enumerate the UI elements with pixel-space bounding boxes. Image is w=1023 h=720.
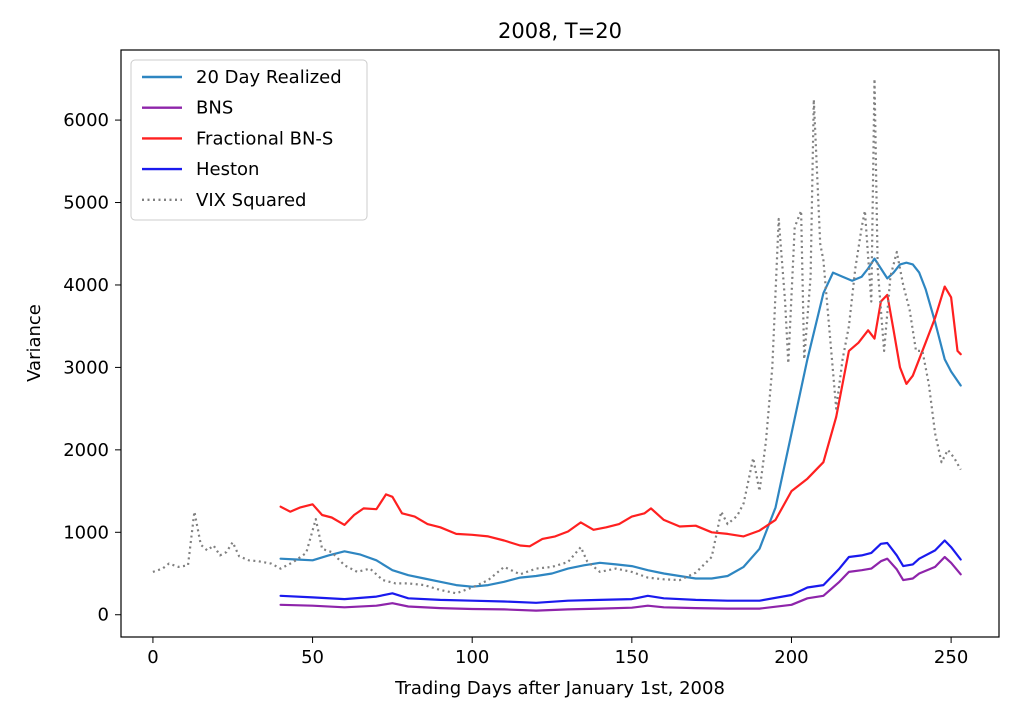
x-tick-label: 100 xyxy=(455,647,489,668)
series-line-2 xyxy=(279,285,962,548)
y-tick-label: 4000 xyxy=(63,275,109,296)
legend-label-4: VIX Squared xyxy=(196,190,306,211)
legend-box xyxy=(130,59,368,221)
y-tick-label: 6000 xyxy=(63,110,109,131)
legend: 20 Day Realized BNS Fractional BN-S Heston V… xyxy=(130,59,368,221)
chart-title: 2008, T=20 xyxy=(498,19,622,43)
plot-frame xyxy=(120,49,1000,638)
series-line-0 xyxy=(279,257,962,588)
series-lines xyxy=(152,77,962,612)
series-line-1 xyxy=(279,555,962,612)
y-tick-label: 0 xyxy=(98,605,109,626)
series-line-3 xyxy=(279,539,962,604)
y-axis-label: Variance xyxy=(24,304,45,382)
x-tick-label: 150 xyxy=(615,647,649,668)
y-axis: 0 1000 2000 3000 4000 5000 6000 xyxy=(63,110,121,626)
y-tick-label: 2000 xyxy=(63,440,109,461)
y-tick-label: 5000 xyxy=(63,193,109,214)
x-tick-label: 0 xyxy=(147,647,158,668)
legend-label-0: 20 Day Realized xyxy=(196,67,342,88)
series-line-4 xyxy=(152,77,962,595)
x-tick-label: 200 xyxy=(774,647,808,668)
x-axis-label: Trading Days after January 1st, 2008 xyxy=(394,678,725,699)
legend-label-2: Fractional BN-S xyxy=(196,128,333,149)
legend-label-3: Heston xyxy=(196,159,259,180)
x-tick-label: 250 xyxy=(934,647,968,668)
x-tick-label: 50 xyxy=(301,647,324,668)
x-axis: 0 50 100 150 200 250 xyxy=(147,637,968,668)
y-tick-label: 1000 xyxy=(63,522,109,543)
legend-label-1: BNS xyxy=(196,98,233,119)
y-tick-label: 3000 xyxy=(63,357,109,378)
